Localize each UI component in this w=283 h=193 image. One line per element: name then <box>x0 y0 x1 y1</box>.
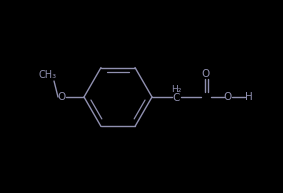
Text: CH₃: CH₃ <box>39 70 57 80</box>
Text: O: O <box>224 92 232 102</box>
Text: C: C <box>172 93 180 103</box>
Text: O: O <box>58 92 66 102</box>
Text: H: H <box>245 92 253 102</box>
Text: H₂: H₂ <box>171 85 181 93</box>
Text: O: O <box>202 69 210 79</box>
